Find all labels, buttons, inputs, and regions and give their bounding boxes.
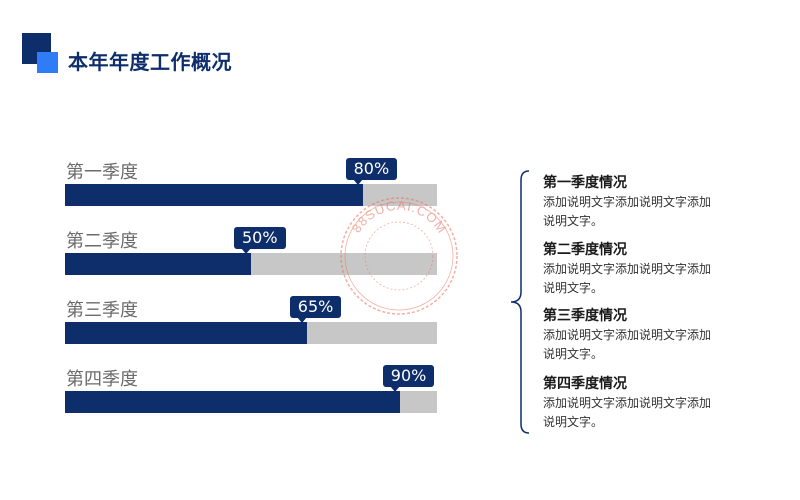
description-body: 添加说明文字添加说明文字添加说明文字。 bbox=[543, 262, 712, 295]
curly-brace bbox=[510, 170, 530, 434]
quarter-label: 第三季度 bbox=[66, 300, 138, 321]
quarter-label: 第四季度 bbox=[66, 369, 138, 390]
page-title: 本年年度工作概况 bbox=[68, 50, 232, 74]
watermark-stamp: 88SUCAI.COM bbox=[340, 197, 458, 315]
quarter-label: 第二季度 bbox=[66, 231, 138, 252]
quarter-2-description: 第二季度情况 添加说明文字添加说明文字添加说明文字。 bbox=[543, 240, 743, 298]
description-title: 第一季度情况 bbox=[543, 175, 627, 191]
progress-track bbox=[65, 322, 437, 344]
progress-fill bbox=[65, 322, 307, 344]
progress-track bbox=[65, 184, 437, 206]
progress-track bbox=[65, 391, 437, 413]
progress-track bbox=[65, 253, 437, 275]
progress-fill bbox=[65, 184, 363, 206]
quarter-label: 第一季度 bbox=[66, 162, 138, 183]
description-title: 第三季度情况 bbox=[543, 308, 627, 324]
percent-tag: 90% bbox=[382, 365, 435, 392]
svg-text:88SUCAI.COM: 88SUCAI.COM bbox=[349, 198, 450, 236]
progress-fill bbox=[65, 253, 251, 275]
quarter-3-description: 第三季度情况 添加说明文字添加说明文字添加说明文字。 bbox=[543, 306, 743, 364]
quarter-1-description: 第一季度情况 添加说明文字添加说明文字添加说明文字。 bbox=[543, 173, 743, 231]
percent-tag: 50% bbox=[234, 227, 286, 254]
description-title: 第四季度情况 bbox=[543, 376, 627, 392]
description-title: 第二季度情况 bbox=[543, 242, 627, 258]
percent-tag: 80% bbox=[345, 158, 398, 185]
watermark-text: 88SUCAI.COM bbox=[349, 198, 449, 236]
description-body: 添加说明文字添加说明文字添加说明文字。 bbox=[543, 195, 712, 228]
title-logo-light-square bbox=[37, 52, 58, 73]
quarter-4-description: 第四季度情况 添加说明文字添加说明文字添加说明文字。 bbox=[543, 374, 743, 432]
progress-fill bbox=[65, 391, 400, 413]
percent-tag: 65% bbox=[289, 296, 342, 323]
description-body: 添加说明文字添加说明文字添加说明文字。 bbox=[543, 328, 712, 361]
description-body: 添加说明文字添加说明文字添加说明文字。 bbox=[543, 396, 712, 429]
